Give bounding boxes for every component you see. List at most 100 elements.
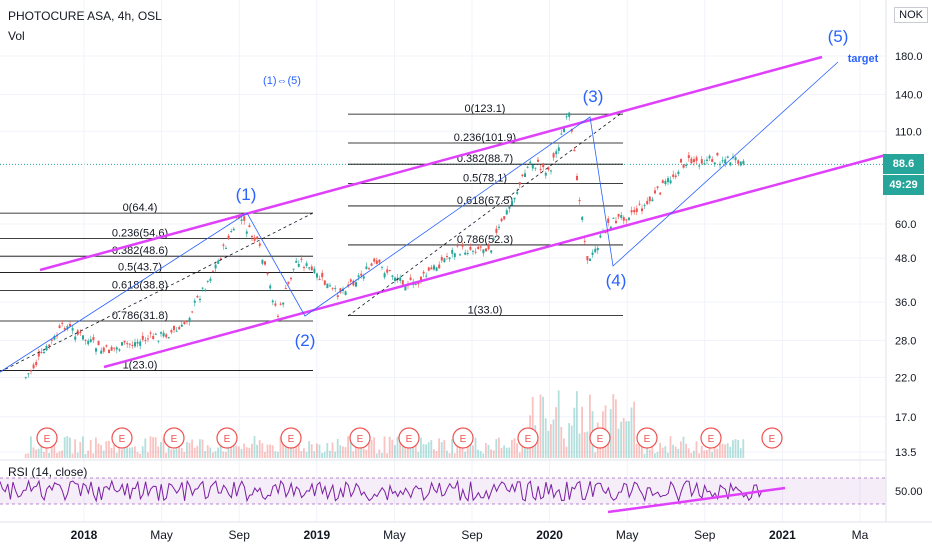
candle <box>170 330 173 333</box>
volume-bar <box>232 436 235 458</box>
candle <box>573 149 576 152</box>
volume-bar <box>310 444 313 458</box>
candle <box>537 159 539 162</box>
volume-bar <box>544 418 547 458</box>
volume-bar <box>279 436 282 458</box>
volume-bar <box>687 448 690 458</box>
candle <box>82 335 84 340</box>
candle <box>706 159 708 161</box>
candle <box>568 112 571 117</box>
candle <box>248 225 251 228</box>
volume-bar <box>513 438 516 458</box>
volume-bar <box>695 441 698 458</box>
candle <box>498 226 500 228</box>
wave-label: (1) <box>236 185 257 204</box>
volume-bar <box>586 431 589 458</box>
candle <box>521 174 524 177</box>
earnings-marker <box>349 427 371 449</box>
volume-bar <box>253 436 256 458</box>
candle <box>175 330 178 332</box>
volume-bar <box>456 440 459 458</box>
candle <box>474 251 477 253</box>
earnings-marker-label: E <box>224 434 231 445</box>
candle <box>638 203 641 205</box>
volume-bar <box>368 442 370 458</box>
volume-bar <box>404 446 407 458</box>
candle <box>32 364 35 369</box>
x-tick-label: Ma <box>852 528 869 542</box>
channel-upper-line <box>39 55 823 272</box>
volume-bar <box>149 436 152 458</box>
currency-badge[interactable]: NOK <box>894 7 928 23</box>
volume-bar <box>269 444 271 458</box>
volume-bar <box>664 446 667 458</box>
candle <box>253 237 256 241</box>
candle <box>622 217 625 221</box>
wave-label: (3) <box>583 87 604 106</box>
volume-bar <box>589 394 591 458</box>
volume-bar <box>500 447 503 458</box>
candle <box>404 286 407 291</box>
volume-bar <box>492 450 495 458</box>
volume-bar <box>292 443 295 458</box>
candle <box>526 166 529 168</box>
candle <box>620 215 623 218</box>
candle <box>290 277 292 280</box>
candle <box>721 160 724 162</box>
earnings-marker-label: E <box>708 434 715 445</box>
volume-bar <box>297 442 300 458</box>
volume-bar <box>357 442 360 458</box>
volume-bar <box>464 451 466 458</box>
candle <box>368 268 370 270</box>
volume-bar <box>680 441 682 458</box>
volume-bar <box>170 449 173 458</box>
candle <box>508 206 511 209</box>
candle <box>251 235 253 238</box>
candle <box>464 252 467 255</box>
volume-bar <box>615 399 617 458</box>
candle <box>321 272 324 278</box>
candle <box>264 261 266 265</box>
x-tick-label: 2019 <box>303 528 330 542</box>
candle <box>440 257 443 261</box>
candle <box>544 172 547 176</box>
fib-label: 0.618(38.8) <box>112 280 168 292</box>
volume-bar <box>560 426 563 458</box>
volume-bar <box>144 438 147 458</box>
volume-bar <box>417 451 420 458</box>
x-tick-label: 2018 <box>71 528 98 542</box>
candle <box>469 246 472 250</box>
candle <box>490 250 493 253</box>
candle <box>173 325 175 331</box>
earnings-marker-label: E <box>44 434 51 445</box>
candle <box>128 343 131 345</box>
fib-label: 0.236(54.6) <box>112 227 168 239</box>
volume-bar <box>196 445 199 458</box>
volume-bar <box>131 447 134 458</box>
volume-bar <box>344 447 347 458</box>
candle <box>217 260 220 264</box>
candle <box>674 175 677 178</box>
candle <box>547 167 550 170</box>
candle <box>303 267 305 269</box>
volume-bar <box>173 449 175 458</box>
volume-bar <box>69 437 71 458</box>
volume-bar <box>690 452 693 458</box>
volume-bar <box>648 449 651 458</box>
candle <box>357 275 360 278</box>
candle <box>695 157 698 161</box>
candle <box>115 347 118 350</box>
earnings-marker-label: E <box>597 434 604 445</box>
volume-bar <box>381 452 383 458</box>
candle <box>123 340 126 343</box>
fib-label: 0.236(101.9) <box>454 132 516 144</box>
volume-bar <box>386 453 388 458</box>
volume-bar <box>716 448 719 458</box>
volume-bar <box>191 439 193 458</box>
candle <box>446 256 448 258</box>
candle <box>336 295 339 298</box>
candle <box>734 157 737 161</box>
volume-bar <box>290 447 292 458</box>
volume-bar <box>667 452 669 458</box>
